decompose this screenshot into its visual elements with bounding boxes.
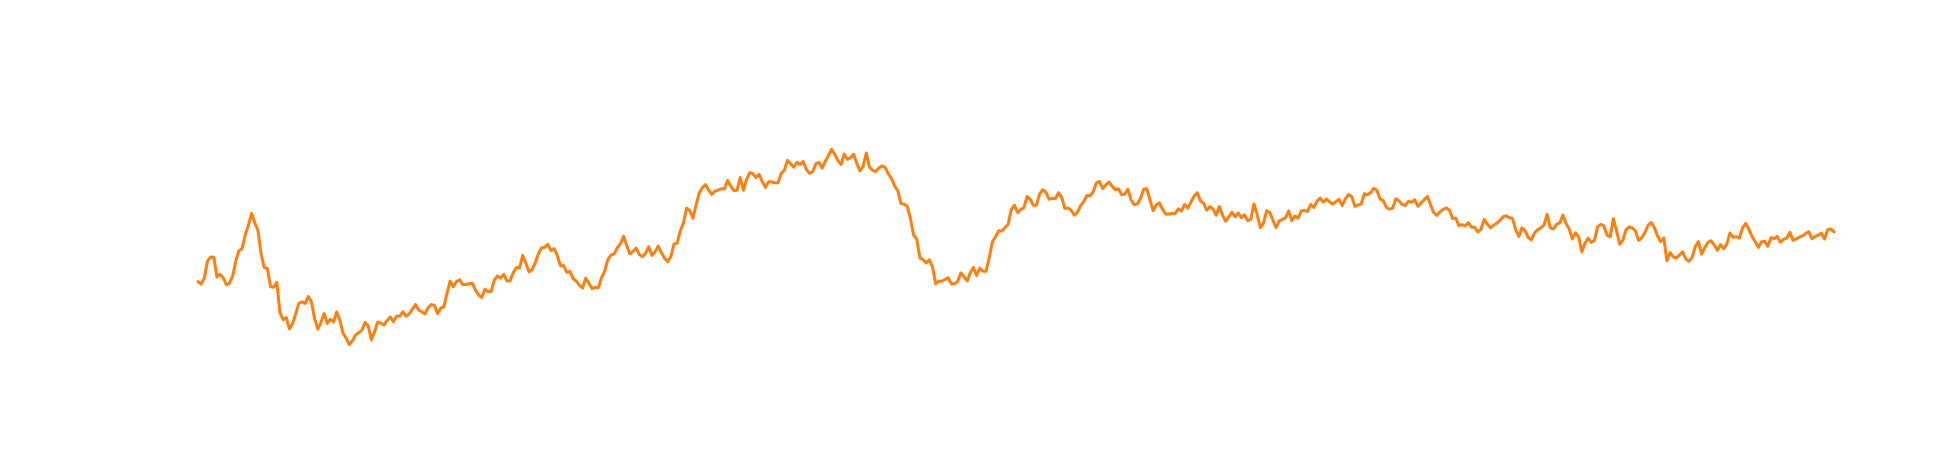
series-line <box>196 147 1836 347</box>
plot-area <box>196 147 1836 347</box>
series-layer <box>196 147 1836 347</box>
